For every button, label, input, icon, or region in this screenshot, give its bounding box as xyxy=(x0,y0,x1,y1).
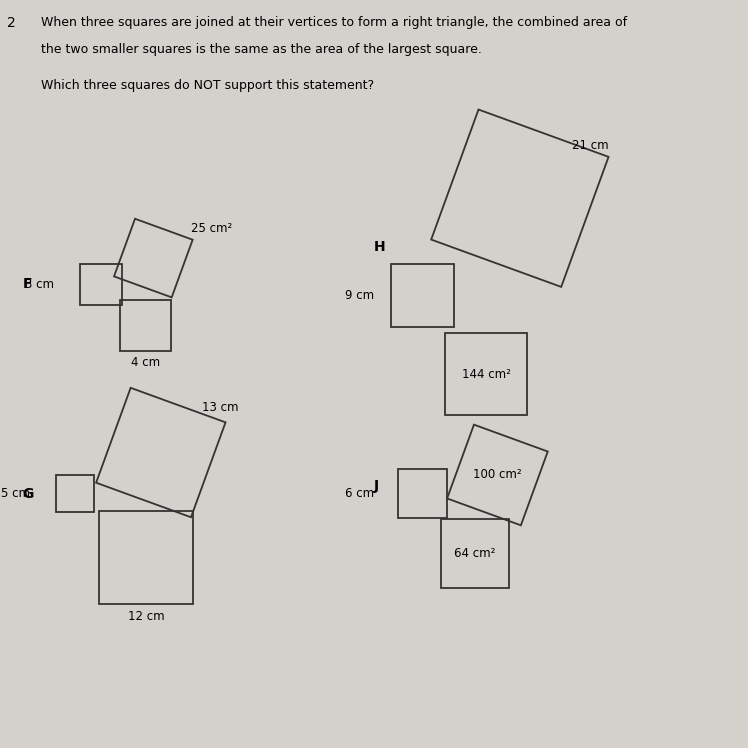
Text: 3 cm: 3 cm xyxy=(25,278,54,291)
Text: G: G xyxy=(22,487,34,500)
Text: When three squares are joined at their vertices to form a right triangle, the co: When three squares are joined at their v… xyxy=(41,16,628,29)
Text: F: F xyxy=(22,278,32,291)
Text: the two smaller squares is the same as the area of the largest square.: the two smaller squares is the same as t… xyxy=(41,43,482,56)
Text: 9 cm: 9 cm xyxy=(345,289,374,302)
Text: 100 cm²: 100 cm² xyxy=(473,468,522,482)
Text: J: J xyxy=(374,479,379,493)
Text: H: H xyxy=(374,240,386,254)
Text: 2: 2 xyxy=(7,16,16,31)
Text: 64 cm²: 64 cm² xyxy=(454,547,496,560)
Text: 25 cm²: 25 cm² xyxy=(191,221,232,235)
Text: 13 cm: 13 cm xyxy=(202,401,239,414)
Text: 4 cm: 4 cm xyxy=(132,356,160,369)
Text: 5 cm: 5 cm xyxy=(1,487,30,500)
Text: 21 cm: 21 cm xyxy=(572,139,609,153)
Text: 144 cm²: 144 cm² xyxy=(462,367,511,381)
Text: 12 cm: 12 cm xyxy=(128,610,164,622)
Text: Which three squares do NOT support this statement?: Which three squares do NOT support this … xyxy=(41,79,374,91)
Text: 6 cm: 6 cm xyxy=(345,487,374,500)
